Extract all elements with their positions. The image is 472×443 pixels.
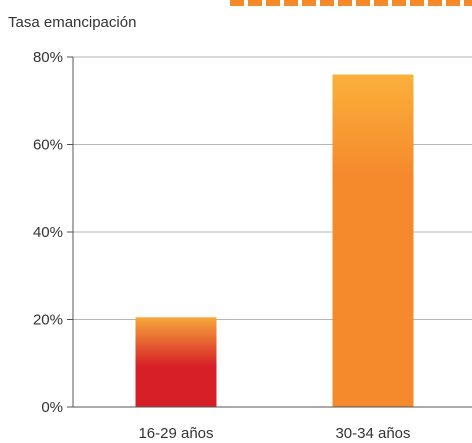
x-tick-label: 30-34 años [335, 425, 410, 442]
header-decoration-stripe [230, 0, 472, 6]
y-tick-labels: 0% 20% 40% 60% 80% [33, 49, 63, 416]
x-tick-label: 16-29 años [138, 425, 213, 442]
y-tick-label: 0% [41, 399, 63, 416]
y-tick-label: 60% [33, 137, 63, 154]
bar-1 [135, 317, 217, 407]
y-tick-label: 40% [33, 224, 63, 241]
bars [135, 74, 414, 407]
y-axis-label: Tasa emancipación [8, 14, 136, 31]
y-tick-label: 80% [33, 49, 63, 66]
x-tick-labels: 16-29 años 30-34 años [138, 425, 410, 442]
axes [67, 57, 472, 408]
y-tick-label: 20% [33, 312, 63, 329]
bar-2 [332, 74, 414, 407]
